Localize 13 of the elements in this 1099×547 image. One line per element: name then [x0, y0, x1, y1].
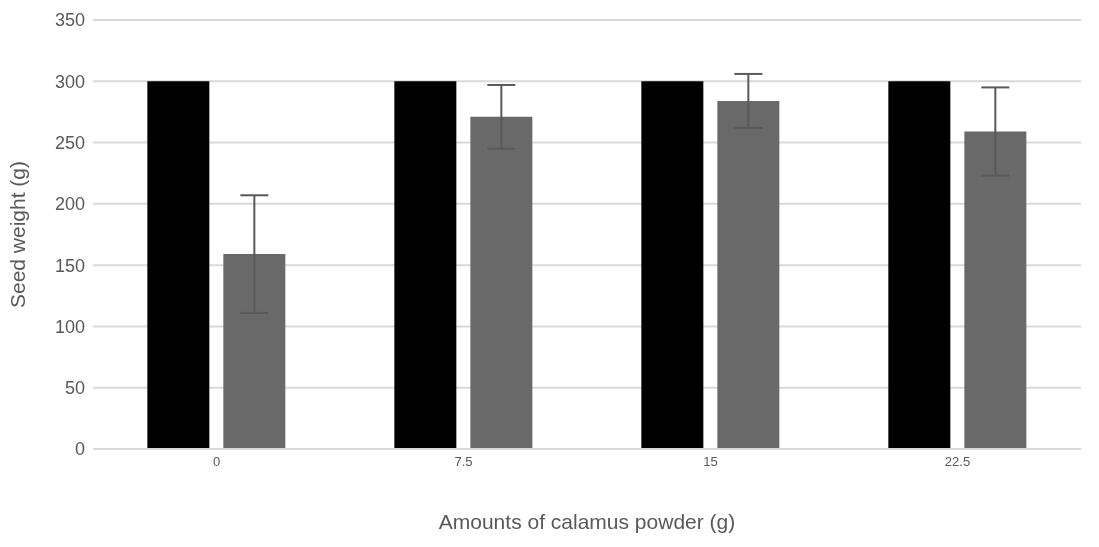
- y-tick-label: 300: [54, 71, 85, 92]
- y-tick-label: 200: [54, 194, 85, 215]
- x-tick-label: 22.5: [944, 454, 971, 470]
- y-tick-label: 50: [64, 378, 85, 399]
- x-tick-label: 0: [212, 454, 221, 470]
- y-tick-label: 150: [54, 255, 85, 276]
- y-tick-label: 350: [54, 10, 85, 31]
- y-axis-title: Seed weight (g): [6, 160, 30, 309]
- x-tick-label: 7.5: [454, 454, 473, 470]
- x-axis-title: Amounts of calamus powder (g): [438, 510, 736, 533]
- y-tick-label: 100: [54, 316, 85, 337]
- x-tick-label: 15: [703, 454, 718, 470]
- y-tick-label: 250: [54, 132, 85, 153]
